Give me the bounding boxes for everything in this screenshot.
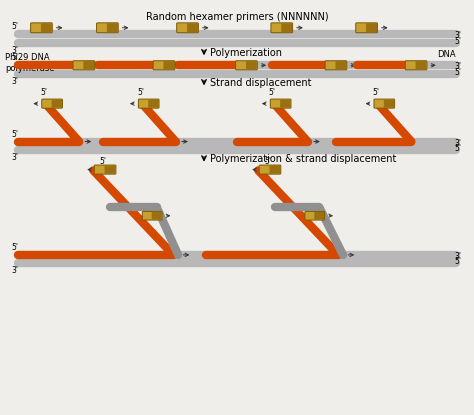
Text: 5': 5' [454,144,461,153]
FancyBboxPatch shape [236,61,257,70]
FancyBboxPatch shape [138,99,159,108]
Text: 3': 3' [11,77,18,86]
Text: 5': 5' [373,88,380,97]
FancyBboxPatch shape [374,99,395,108]
FancyBboxPatch shape [416,61,427,69]
FancyBboxPatch shape [187,23,198,32]
FancyBboxPatch shape [41,23,52,32]
Text: 3': 3' [454,139,461,148]
FancyBboxPatch shape [259,165,281,174]
FancyBboxPatch shape [97,23,118,33]
FancyBboxPatch shape [152,212,162,220]
FancyBboxPatch shape [270,99,291,108]
FancyBboxPatch shape [107,23,118,32]
FancyBboxPatch shape [281,23,292,32]
FancyBboxPatch shape [270,166,280,174]
Text: 5': 5' [40,88,47,97]
FancyBboxPatch shape [31,23,52,33]
FancyBboxPatch shape [246,61,257,69]
FancyBboxPatch shape [325,61,347,70]
FancyBboxPatch shape [164,61,174,69]
FancyBboxPatch shape [356,23,377,33]
FancyBboxPatch shape [148,100,159,108]
Text: Strand displacement: Strand displacement [210,78,311,88]
Text: 5': 5' [137,88,144,97]
Text: Phi29 DNA
polymerase: Phi29 DNA polymerase [5,53,55,73]
Text: DNA: DNA [438,50,456,59]
FancyBboxPatch shape [153,61,175,70]
Text: 5': 5' [454,37,461,46]
Text: 5': 5' [99,157,106,166]
FancyBboxPatch shape [73,61,95,70]
Text: 3': 3' [11,266,18,275]
Text: 5': 5' [264,157,271,166]
FancyBboxPatch shape [177,23,198,33]
FancyBboxPatch shape [384,100,394,108]
FancyBboxPatch shape [105,166,116,174]
Text: 5': 5' [11,22,18,31]
FancyBboxPatch shape [405,61,427,70]
Text: 3': 3' [11,153,18,162]
FancyBboxPatch shape [280,100,291,108]
FancyBboxPatch shape [83,61,94,69]
Text: Random hexamer primers (NNNNNN): Random hexamer primers (NNNNNN) [146,12,328,22]
Text: 5': 5' [454,257,461,266]
Text: Polymerization & strand displacement: Polymerization & strand displacement [210,154,396,164]
FancyBboxPatch shape [52,100,62,108]
FancyBboxPatch shape [336,61,346,69]
FancyBboxPatch shape [42,99,63,108]
Text: 5': 5' [11,129,18,139]
Text: 3': 3' [454,62,461,71]
Text: 5': 5' [269,88,276,97]
Text: 5': 5' [11,53,18,62]
FancyBboxPatch shape [366,23,377,32]
FancyBboxPatch shape [94,165,116,174]
FancyBboxPatch shape [305,211,325,220]
Text: 3': 3' [454,252,461,261]
Text: 5': 5' [11,243,18,252]
FancyBboxPatch shape [314,212,324,220]
Text: 5': 5' [454,68,461,77]
Text: Polymerization: Polymerization [210,48,282,58]
Text: 3': 3' [11,46,18,55]
FancyBboxPatch shape [142,211,162,220]
Text: 3': 3' [454,31,461,40]
FancyBboxPatch shape [271,23,292,33]
